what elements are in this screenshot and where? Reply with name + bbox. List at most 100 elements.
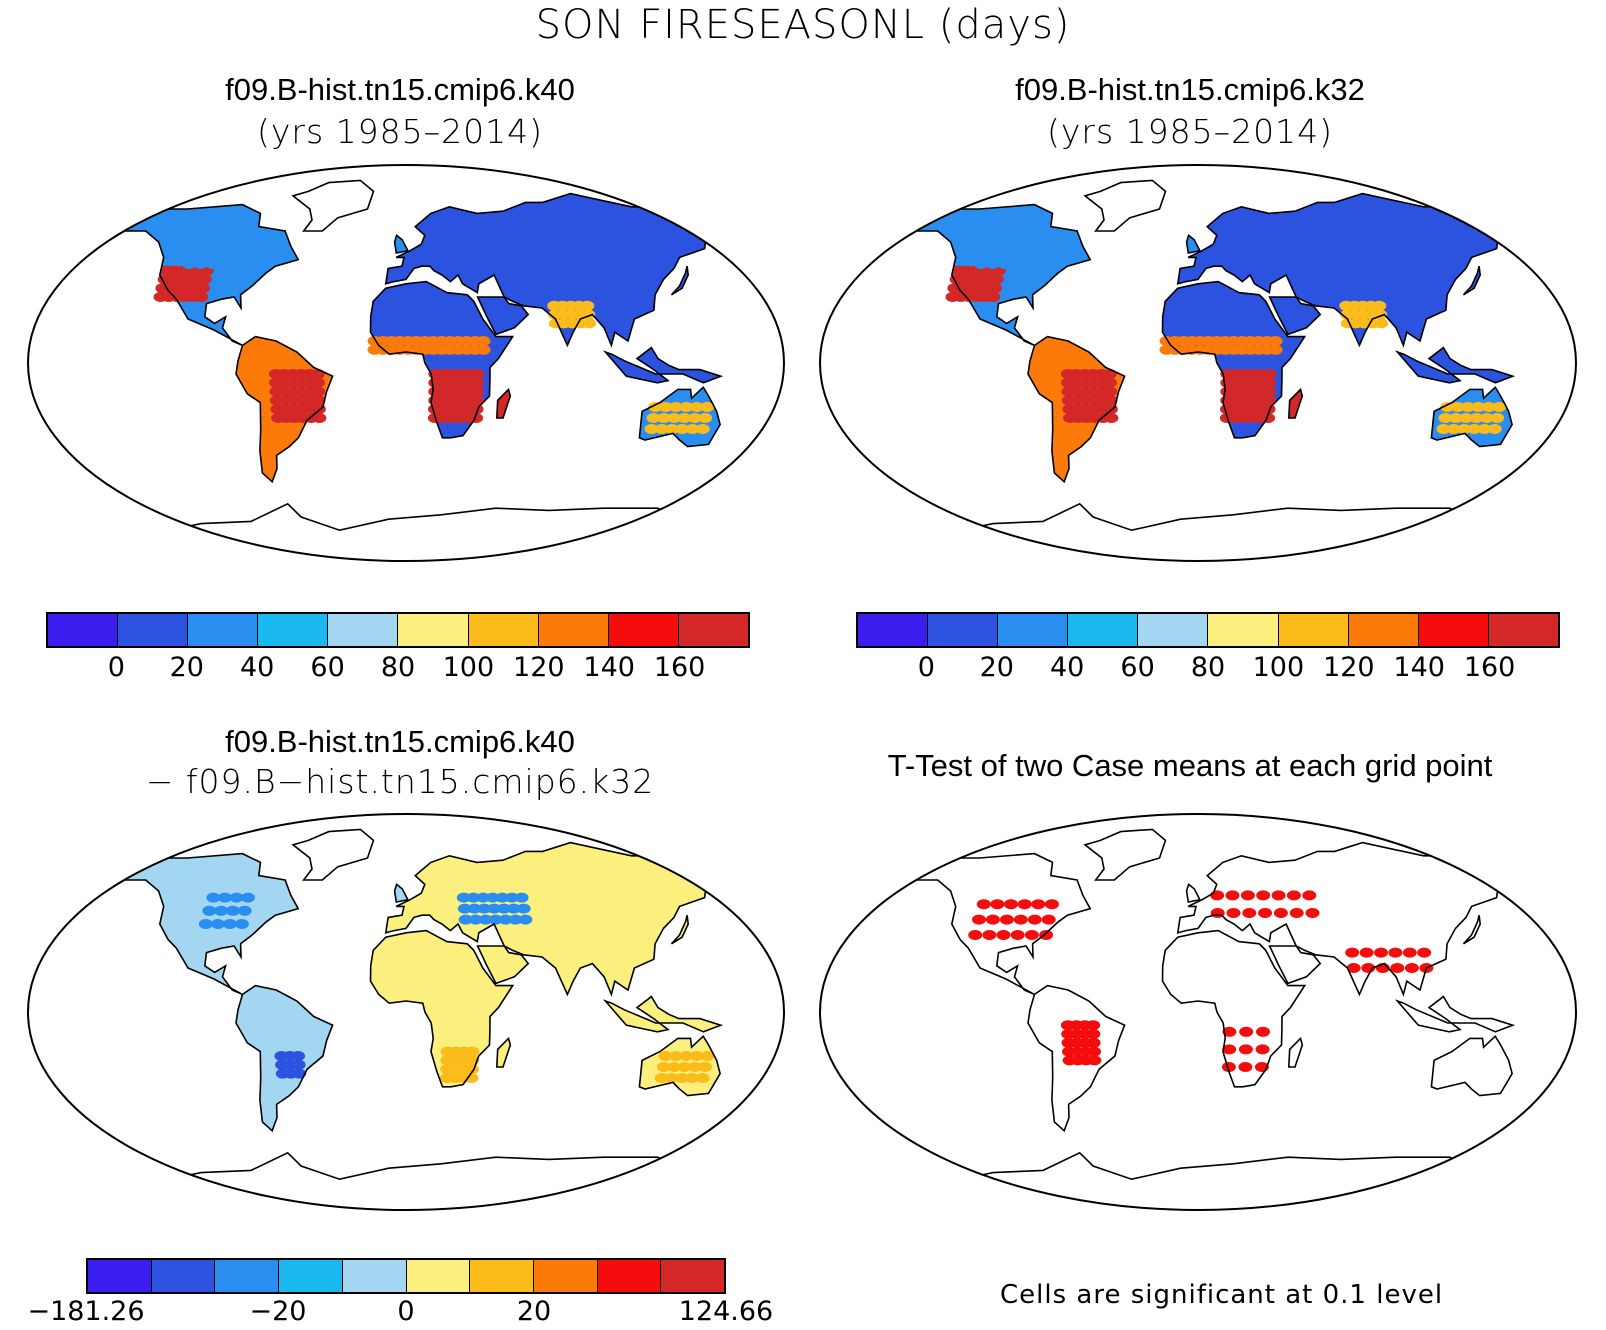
coastline-south-america: [1027, 984, 1126, 1133]
land-madagascar: [496, 389, 511, 418]
map-border: [27, 813, 785, 1211]
colorbar-tick-label: 80: [380, 652, 416, 683]
coastline-north-america: [893, 203, 1092, 347]
field-patch: [1289, 908, 1304, 918]
field-patch: [687, 1062, 702, 1072]
field-patch: [255, 245, 270, 256]
coastline-uk: [1185, 883, 1202, 903]
field-patch: [1481, 402, 1496, 412]
colorbar-swatch: [597, 1260, 662, 1292]
field-patch: [1460, 402, 1475, 412]
colorbar-swatch: [468, 614, 539, 646]
colorbar-tick-label: 60: [1120, 652, 1155, 683]
field-patch: [217, 259, 232, 269]
field-patch: [1346, 963, 1361, 973]
colorbar-swatch: [342, 1260, 407, 1292]
field-patch: [198, 919, 213, 929]
colorbar-swatch: [998, 614, 1069, 646]
field-patch: [508, 914, 523, 925]
land-arabia: [1269, 946, 1321, 984]
land-eurasia: [1177, 193, 1522, 346]
field-patch: [1087, 1046, 1101, 1057]
field-patch: [646, 413, 661, 423]
field-patch: [292, 1068, 307, 1079]
coastline-greenland: [291, 828, 375, 881]
field-patch: [468, 914, 483, 925]
field-patch: [1044, 899, 1059, 910]
field-patch: [1238, 1044, 1253, 1055]
field-patch: [248, 232, 263, 243]
coastline-japan: [1462, 266, 1482, 296]
colorbar-tick-label: 120: [513, 652, 565, 683]
field-patch: [1103, 395, 1118, 406]
colorbar-tick-label: 120: [1323, 652, 1375, 683]
field-patch: [244, 245, 259, 256]
field-patch: [485, 892, 500, 903]
land-indonesia: [605, 347, 721, 383]
field-patch: [1041, 914, 1056, 925]
field-patch: [1222, 1026, 1237, 1037]
field-patch: [1242, 908, 1257, 918]
field-patch: [312, 413, 327, 423]
colorbar-panel-2: [856, 612, 1560, 648]
panel-3-title: f09.B-hist.tn15.cmip6.k40: [225, 724, 575, 759]
land-uk: [394, 235, 408, 253]
field-patch: [1010, 930, 1025, 940]
field-patch: [1436, 424, 1451, 434]
figure-title: SON FIRESEASONL (days): [535, 2, 1071, 48]
field-patch: [1255, 1044, 1270, 1055]
field-patch: [685, 1073, 700, 1083]
field-patch: [1438, 413, 1453, 423]
colorbar-swatch: [151, 1260, 216, 1292]
field-patch: [470, 369, 485, 379]
colorbar-panel-1: [46, 612, 750, 648]
field-patch: [1402, 947, 1417, 958]
field-patch: [311, 377, 325, 388]
colorbar-swatch: [858, 614, 929, 646]
colorbar-tick-label: −181.26: [27, 1296, 145, 1327]
field-patch: [1027, 914, 1042, 925]
field-patch: [999, 914, 1014, 925]
field-patch: [1372, 300, 1387, 311]
field-patch: [1210, 890, 1225, 901]
field-patch: [658, 402, 673, 412]
field-patch: [221, 245, 236, 256]
field-patch: [186, 245, 201, 256]
panel-3-subtitle: − f09.B−hist.tn15.cmip6.k32: [145, 762, 655, 801]
field-patch: [1028, 232, 1043, 243]
field-patch: [986, 292, 1001, 302]
field-patch: [1256, 890, 1271, 901]
coastline-south-america: [235, 335, 334, 484]
colorbar-swatch: [470, 1260, 534, 1292]
coastline-south-america: [235, 984, 334, 1133]
field-patch: [679, 1051, 694, 1061]
field-patch: [1273, 908, 1288, 918]
field-patch: [1440, 402, 1455, 412]
field-patch: [1388, 947, 1403, 958]
land-antarctica: [905, 1152, 1491, 1210]
field-patch: [1001, 245, 1016, 256]
colorbar-swatch: [661, 1260, 725, 1292]
field-patch: [990, 899, 1005, 910]
land-madagascar: [1288, 389, 1303, 418]
field-patch: [1013, 245, 1028, 256]
field-patch: [1286, 890, 1301, 901]
colorbar-tick-label: 20: [169, 652, 204, 683]
coastline-eurasia: [1176, 192, 1523, 348]
field-patch: [685, 424, 700, 434]
field-patch: [1024, 245, 1039, 256]
colorbar-swatch: [1278, 614, 1349, 646]
land-greenland: [1085, 829, 1166, 880]
colorbar-tick-label: 140: [583, 652, 635, 683]
field-patch: [1004, 899, 1018, 910]
coastline-australia: [1430, 1034, 1513, 1097]
field-patch: [1221, 1062, 1236, 1072]
colorbar-tick-label: 0: [397, 1296, 415, 1327]
colorbar-tick-label: 160: [653, 652, 706, 683]
colorbar-swatch: [1208, 614, 1279, 646]
colorbar-swatch: [328, 614, 399, 646]
field-patch: [497, 903, 511, 914]
colorbar-panel-3: [86, 1258, 726, 1294]
field-patch: [658, 1051, 673, 1061]
field-patch: [1047, 245, 1062, 256]
